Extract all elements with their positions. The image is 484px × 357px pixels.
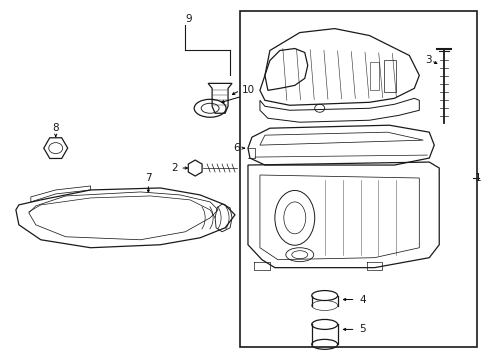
Bar [384, 60, 395, 92]
Bar [240, 11, 476, 347]
Text: 10: 10 [242, 85, 255, 95]
Text: 4: 4 [359, 295, 365, 305]
Text: 1: 1 [474, 173, 481, 183]
Text: 9: 9 [184, 14, 191, 24]
Text: 2: 2 [171, 163, 178, 173]
Text: 3: 3 [425, 55, 431, 65]
Text: 7: 7 [145, 173, 151, 183]
Text: 6: 6 [233, 143, 240, 153]
Bar [369, 62, 378, 90]
Text: 8: 8 [52, 123, 59, 133]
Text: 5: 5 [359, 325, 365, 335]
